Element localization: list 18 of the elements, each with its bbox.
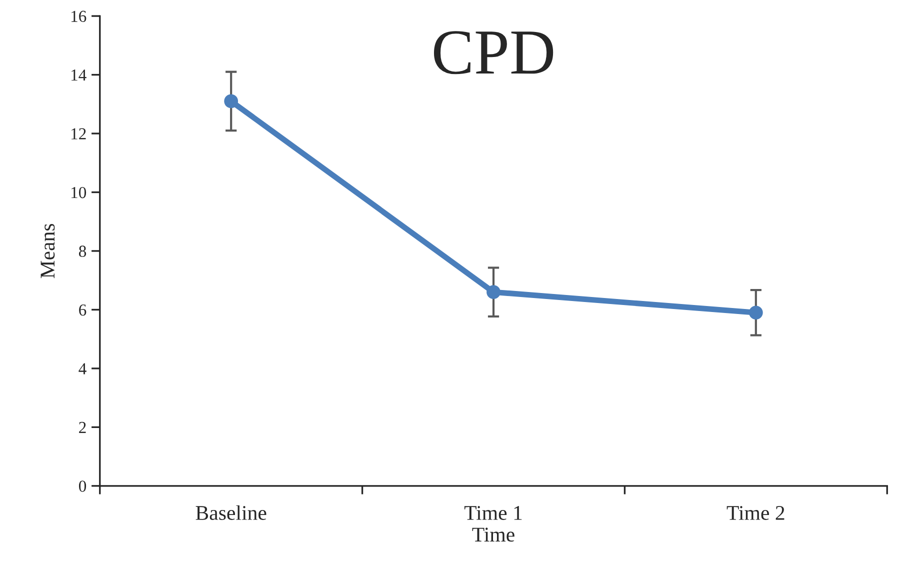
x-axis-title: Time bbox=[472, 528, 514, 542]
y-tick-label: 12 bbox=[71, 128, 86, 140]
y-tick-label: 2 bbox=[79, 422, 86, 433]
x-tick-label: Baseline bbox=[196, 505, 266, 520]
x-tick-label: Time 1 bbox=[464, 506, 522, 520]
y-tick-label: 8 bbox=[78, 246, 86, 257]
chart-title: CPD bbox=[434, 31, 554, 74]
y-tick-label: 10 bbox=[71, 186, 86, 198]
y-tick-label: 6 bbox=[79, 304, 86, 316]
y-tick-label: 16 bbox=[71, 10, 86, 22]
y-tick-label: 0 bbox=[78, 480, 86, 492]
y-tick-label: 14 bbox=[71, 70, 86, 81]
point bbox=[486, 285, 500, 300]
point bbox=[224, 94, 238, 108]
y-tick-label: 4 bbox=[78, 363, 86, 374]
x-tick-label: Time 2 bbox=[726, 506, 784, 520]
y-axis-title: Means bbox=[40, 224, 55, 278]
point bbox=[748, 306, 763, 320]
